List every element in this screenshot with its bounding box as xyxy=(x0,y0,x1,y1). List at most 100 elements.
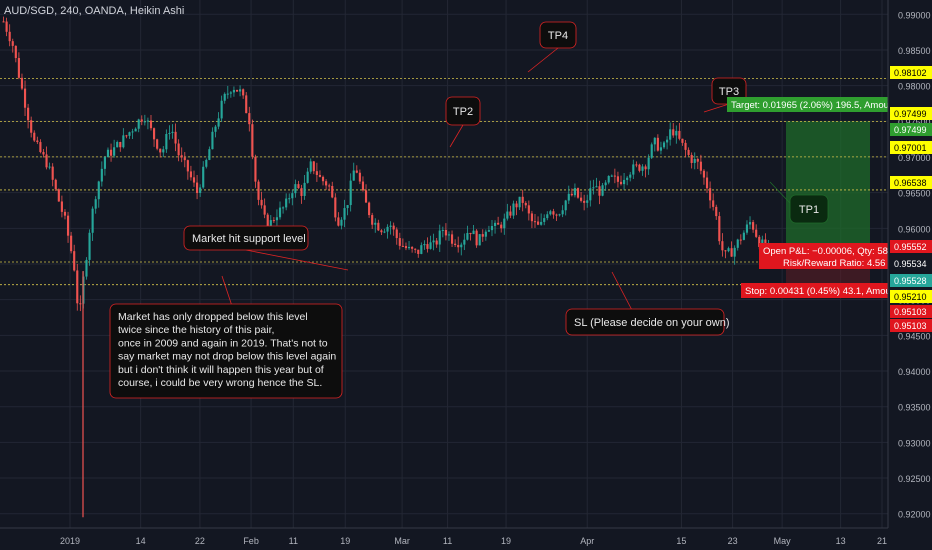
candle-body xyxy=(755,229,758,237)
price-tag-bg xyxy=(890,107,932,120)
y-tick-label: 0.96000 xyxy=(898,224,931,234)
candle-body xyxy=(592,187,595,189)
price-tag-text: 0.95210 xyxy=(894,292,927,302)
candle-body xyxy=(109,149,113,156)
candle-body xyxy=(383,231,386,233)
candle-body xyxy=(36,140,39,143)
candle-body xyxy=(702,170,706,178)
candle-body xyxy=(696,158,699,162)
candle-body xyxy=(315,171,318,175)
candle-body xyxy=(647,157,650,170)
candle-body xyxy=(411,246,414,249)
y-tick-label: 0.94000 xyxy=(898,367,931,377)
target-label-bg xyxy=(727,97,888,112)
candle-body xyxy=(137,119,140,129)
tp2-bubble-box xyxy=(445,96,481,126)
candle-body xyxy=(629,174,632,178)
history-note-line: Market has only dropped below this level xyxy=(118,311,308,323)
tp4-bubble-pointer xyxy=(527,47,559,73)
candle-body xyxy=(288,198,291,200)
candle-body xyxy=(134,128,137,132)
candle-body xyxy=(742,232,745,240)
candle-body xyxy=(570,193,573,196)
candle-body xyxy=(466,232,469,240)
candle-body xyxy=(205,159,208,167)
x-tick-label: 13 xyxy=(836,536,846,546)
candle-body xyxy=(718,216,721,242)
support-bubble-box xyxy=(183,225,309,251)
candle-body xyxy=(503,218,506,229)
pnl-label-bg xyxy=(759,243,888,269)
candle-body xyxy=(5,21,8,32)
y-tick-label: 0.98000 xyxy=(898,82,931,92)
candle-body xyxy=(392,225,395,230)
candle-body xyxy=(165,133,168,150)
y-tick-label: 0.96500 xyxy=(898,189,931,199)
candle-body xyxy=(45,154,48,168)
candle-body xyxy=(512,203,515,216)
candle-body xyxy=(119,141,122,148)
time-axis[interactable]: 2019 14 22 Feb 11 19 Mar 11 19 Apr 15 23 May 13 21 xyxy=(0,527,888,546)
candle-body xyxy=(423,244,426,246)
candle-body xyxy=(300,188,303,196)
candle-body xyxy=(325,181,328,186)
candle-body xyxy=(149,120,153,129)
candle-body xyxy=(294,184,297,194)
price-tag-bg xyxy=(890,290,932,303)
candle-body xyxy=(11,41,14,46)
candle-body xyxy=(380,230,383,233)
candle-body xyxy=(257,181,260,200)
candle-body xyxy=(435,240,438,245)
chart-title: AUD/SGD, 240, OANDA, Heikin Ashi xyxy=(4,5,184,17)
candle-body xyxy=(641,166,644,171)
candle-body xyxy=(521,196,524,203)
support-bubble-text: Market hit support level xyxy=(192,233,306,245)
candle-body xyxy=(561,210,564,215)
candle-body xyxy=(192,177,196,183)
candle-body xyxy=(79,303,82,305)
candle-body xyxy=(223,93,226,101)
sl-bubble-text: SL (Please decide on your own) xyxy=(574,317,730,329)
x-tick-label: 21 xyxy=(877,536,887,546)
candle-body xyxy=(334,197,337,218)
candle-body xyxy=(549,211,552,215)
candle-body xyxy=(745,224,749,233)
candle-body xyxy=(33,132,36,141)
candle-body xyxy=(475,230,478,246)
candle-body xyxy=(282,207,285,209)
x-tick-label: 15 xyxy=(676,536,686,546)
candle-body xyxy=(128,132,131,136)
candles xyxy=(2,16,770,518)
y-tick-label: 0.93000 xyxy=(898,438,931,448)
candle-body xyxy=(248,113,251,125)
x-tick-label: 23 xyxy=(728,536,738,546)
candle-body xyxy=(635,164,638,166)
candle-body xyxy=(721,241,724,251)
candle-body xyxy=(245,95,248,114)
candle-body xyxy=(48,166,51,168)
candle-body xyxy=(195,182,199,193)
candle-body xyxy=(368,202,371,216)
history-note-pointer xyxy=(221,275,233,307)
sl-bubble-box xyxy=(565,308,725,336)
candle-body xyxy=(214,126,217,132)
stop-label-text: Stop: 0.00431 (0.45%) 43.1, Amount xyxy=(745,286,899,297)
candle-body xyxy=(358,172,361,182)
candle-body xyxy=(487,230,490,232)
price-tag-text: 0.97001 xyxy=(894,143,927,153)
candle-body xyxy=(171,131,174,133)
candle-body xyxy=(235,89,239,92)
candle-body xyxy=(619,181,623,185)
candle-body xyxy=(733,247,736,257)
candle-body xyxy=(306,171,309,183)
candle-body xyxy=(180,155,183,158)
candle-body xyxy=(352,170,355,181)
candle-body xyxy=(30,120,33,133)
candle-body xyxy=(202,166,205,188)
candle-body xyxy=(481,234,484,237)
price-tag-text: 0.95552 xyxy=(894,242,927,252)
candle-body xyxy=(527,205,530,214)
candle-body xyxy=(469,232,472,235)
candle-body xyxy=(457,244,460,248)
